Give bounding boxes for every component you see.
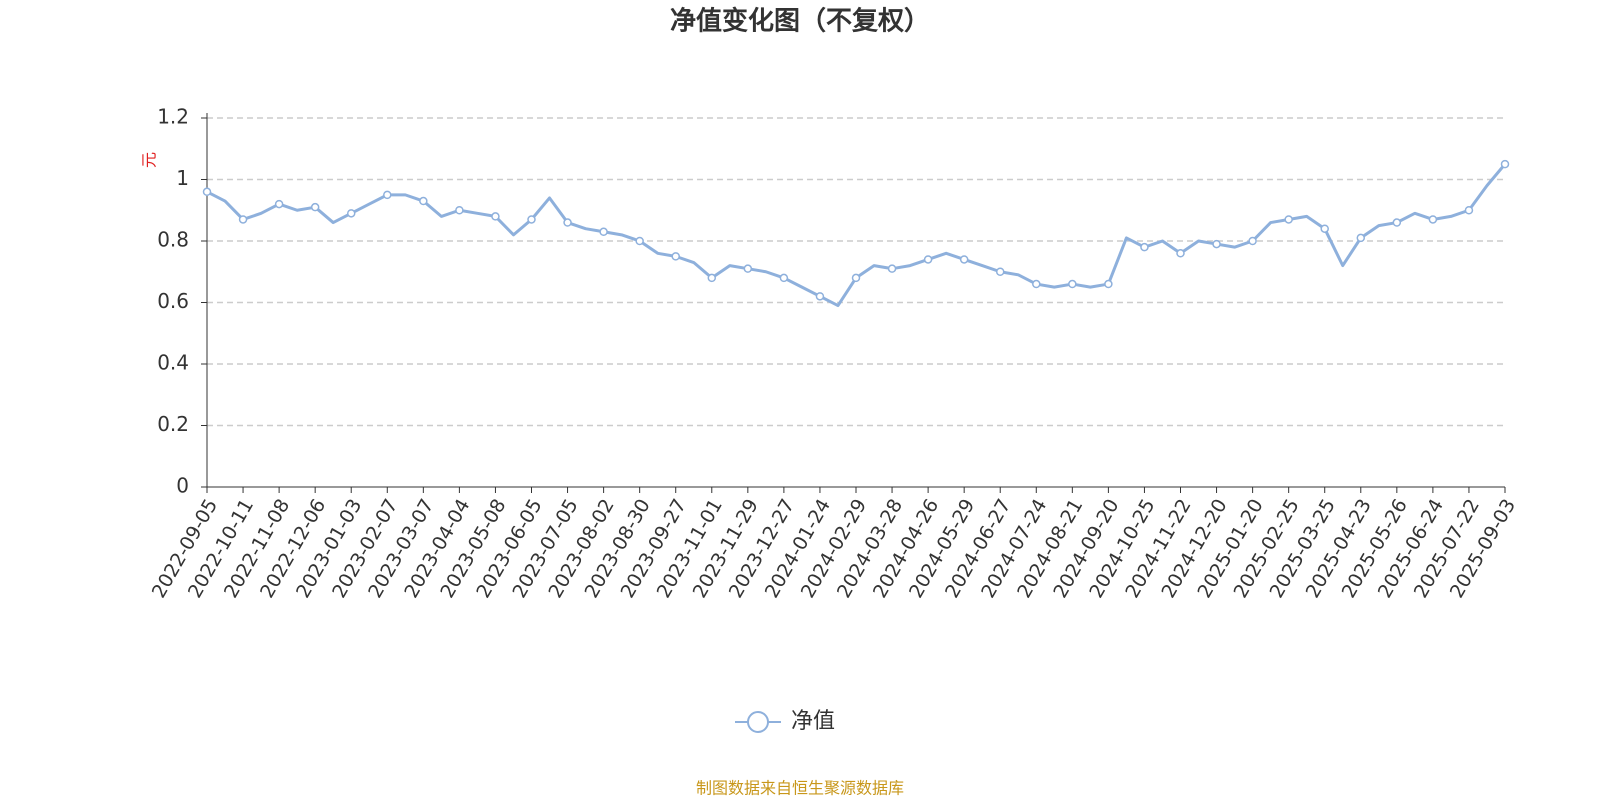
- point: [1392, 218, 1402, 227]
- point: [455, 206, 464, 215]
- point: [743, 264, 753, 273]
- point: [707, 273, 717, 283]
- y-tick-label: 0: [176, 474, 189, 498]
- point: [310, 202, 320, 212]
- point: [383, 190, 392, 200]
- point: [1068, 279, 1077, 289]
- point: [274, 199, 284, 209]
- point: [995, 267, 1005, 276]
- point: [599, 227, 608, 237]
- point: [815, 292, 825, 301]
- chart-title: 净值变化图（不复权）: [670, 6, 930, 37]
- point: [1320, 224, 1329, 233]
- point: [779, 273, 789, 283]
- point: [202, 187, 212, 197]
- y-axis-label: 元: [140, 152, 159, 168]
- legend-label: 净值: [791, 709, 835, 734]
- point: [346, 209, 356, 218]
- source-note: 制图数据来自恒生聚源数据库: [696, 779, 904, 798]
- point: [563, 218, 572, 227]
- y-tick-label: 0.6: [157, 289, 189, 313]
- point: [527, 215, 536, 224]
- point: [1212, 239, 1221, 249]
- point: [671, 252, 680, 261]
- point: [1464, 206, 1474, 215]
- y-tick-label: 1.2: [157, 105, 189, 129]
- point: [1104, 279, 1113, 289]
- y-tick-label: 0.8: [157, 228, 189, 252]
- y-tick-label: 0.2: [157, 412, 189, 436]
- y-tick-label: 1: [176, 166, 189, 190]
- point: [1140, 242, 1149, 252]
- point: [635, 236, 644, 246]
- point: [1176, 249, 1185, 258]
- point: [491, 212, 500, 221]
- point: [1032, 279, 1041, 289]
- point: [238, 215, 248, 224]
- legend-marker: [747, 711, 769, 733]
- line: [206, 163, 1507, 308]
- point: [923, 255, 933, 264]
- point: [1428, 215, 1438, 224]
- point: [1356, 233, 1366, 243]
- y-tick-label: 0.4: [157, 351, 189, 375]
- point: [1248, 236, 1257, 246]
- point: [851, 273, 861, 283]
- point: [1500, 159, 1510, 169]
- point: [959, 255, 969, 264]
- point: [887, 264, 897, 273]
- point: [419, 196, 428, 206]
- point: [1284, 215, 1293, 224]
